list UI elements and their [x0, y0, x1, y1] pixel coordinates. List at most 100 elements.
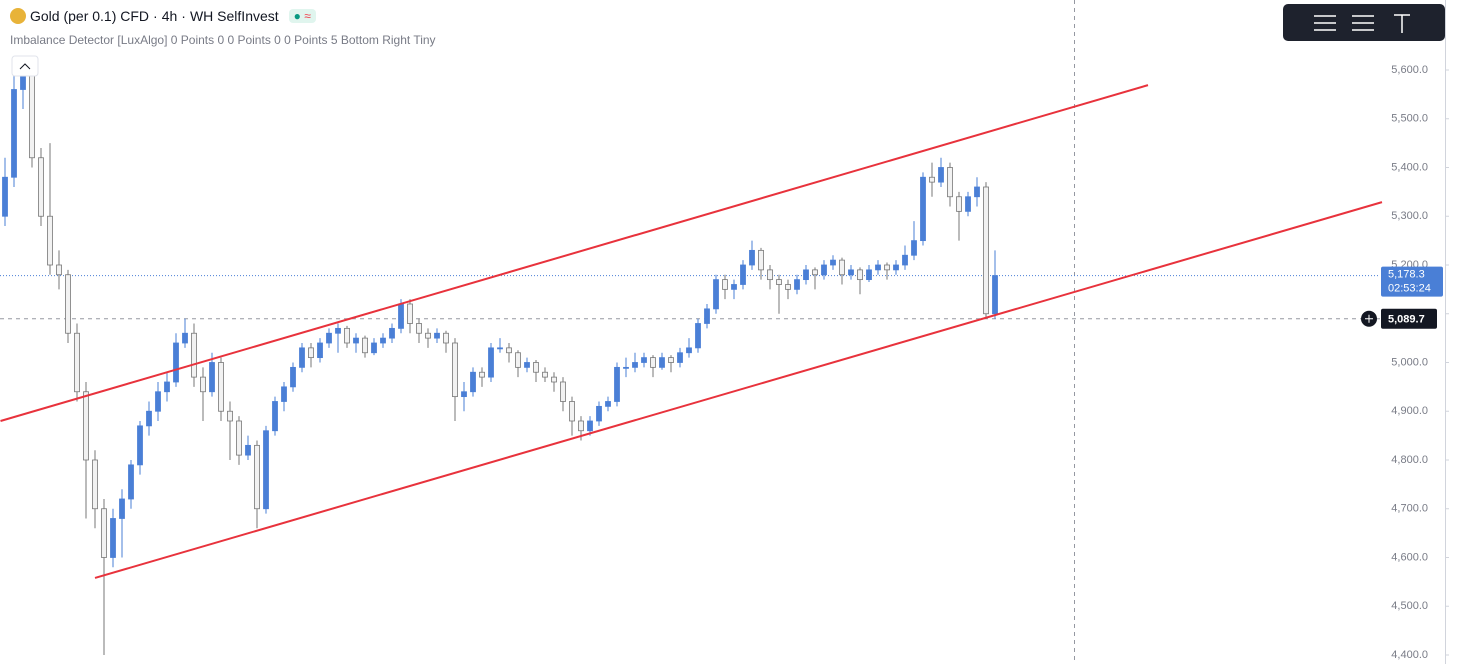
symbol: Gold (per 0.1) CFD — [30, 8, 150, 24]
candle-body — [893, 264, 899, 271]
candle-body — [668, 357, 674, 363]
candle-body — [362, 337, 368, 354]
candle-body — [65, 274, 71, 334]
candle-body — [659, 357, 665, 368]
candle-body — [227, 410, 233, 422]
y-tick-label: 4,600.0 — [1391, 551, 1428, 563]
candle-body — [173, 342, 179, 383]
candle-body — [560, 381, 566, 402]
candle-body — [830, 259, 836, 266]
y-tick-label: 5,000.0 — [1391, 356, 1428, 368]
candle-body — [587, 420, 593, 432]
candle-body — [155, 391, 161, 412]
candle-body — [290, 366, 296, 388]
candle-body — [110, 518, 116, 558]
candle-body — [596, 405, 602, 422]
candle-body — [245, 444, 251, 456]
candle-body — [38, 157, 44, 217]
toolbar[interactable] — [1283, 4, 1445, 41]
icon-lines[interactable] — [1352, 15, 1374, 31]
header: Gold (per 0.1) CFD · 4h · WH SelfInvest ● … — [10, 8, 316, 24]
candle-body — [875, 264, 881, 271]
candle-body — [857, 269, 863, 281]
candle-body — [326, 332, 332, 344]
symbol-icon — [10, 8, 26, 24]
candle-body — [398, 303, 404, 329]
candle-body — [344, 327, 350, 344]
candle-body — [335, 327, 341, 334]
candle-body — [56, 264, 62, 276]
candle-body — [677, 352, 683, 363]
candle-body — [695, 323, 701, 349]
candle-body — [308, 347, 314, 359]
candle-body — [434, 332, 440, 339]
trend-line — [94, 201, 1383, 579]
icon-lines[interactable] — [1314, 15, 1336, 31]
last-price-label: 5,178.3 — [1388, 268, 1425, 280]
candle-body — [578, 420, 584, 432]
candle-body — [569, 401, 575, 422]
candle-body — [839, 259, 845, 276]
candle-body — [164, 381, 170, 393]
candle-body — [866, 269, 872, 281]
collapse-button[interactable] — [11, 55, 39, 77]
candle-body — [389, 327, 395, 339]
y-tick-label: 5,400.0 — [1391, 161, 1428, 173]
y-tick-label: 4,400.0 — [1391, 649, 1428, 661]
candle-body — [785, 284, 791, 290]
candle-body — [650, 357, 656, 368]
status-badge[interactable]: ● ≈ — [288, 9, 316, 23]
candle-body — [911, 240, 917, 256]
crosshair-label: 5,089.7 — [1388, 314, 1425, 326]
candle-body — [380, 337, 386, 344]
candle-body — [938, 167, 944, 183]
candle-body — [191, 332, 197, 378]
countdown: 02:53:24 — [1388, 282, 1431, 294]
candle-body — [713, 279, 719, 310]
candle-body — [452, 342, 458, 398]
candle-body — [146, 410, 152, 427]
candle-body — [929, 176, 935, 183]
candle-body — [281, 386, 287, 402]
interval: 4h — [161, 8, 178, 24]
candle-body — [767, 269, 773, 281]
candle-body — [524, 362, 530, 368]
candle-body — [236, 420, 242, 456]
y-tick-label: 4,800.0 — [1391, 454, 1428, 466]
candle-body — [821, 264, 827, 276]
candle-body — [812, 269, 818, 276]
sep: · — [153, 8, 158, 24]
candle-body — [29, 74, 35, 159]
y-tick-label: 4,700.0 — [1391, 503, 1428, 515]
y-tick-label: 4,900.0 — [1391, 405, 1428, 417]
candle-body — [758, 249, 764, 271]
candle-body — [461, 391, 467, 398]
candle-body — [425, 332, 431, 339]
candle-body — [182, 332, 188, 344]
candle-body — [218, 362, 224, 412]
collapse-icon — [19, 63, 31, 70]
candle-body — [479, 371, 485, 378]
sep: · — [181, 8, 186, 24]
candle-body — [74, 332, 80, 393]
candle-body — [983, 186, 989, 315]
candle-body — [209, 362, 215, 393]
candle-body — [497, 347, 503, 350]
candle-body — [704, 308, 710, 324]
candle-body — [902, 254, 908, 266]
candle-body — [515, 352, 521, 368]
candle-body — [965, 196, 971, 212]
candle-body — [884, 264, 890, 271]
candle-body — [317, 342, 323, 359]
candle-body — [776, 279, 782, 285]
candle-body — [749, 249, 755, 266]
icon-text[interactable] — [1394, 14, 1410, 33]
candle-body — [722, 279, 728, 290]
candle-body — [605, 401, 611, 407]
y-tick-label: 4,500.0 — [1391, 600, 1428, 612]
candle-body — [263, 430, 269, 510]
candle-body — [542, 371, 548, 378]
candle-body — [533, 362, 539, 373]
candle-body — [443, 332, 449, 344]
